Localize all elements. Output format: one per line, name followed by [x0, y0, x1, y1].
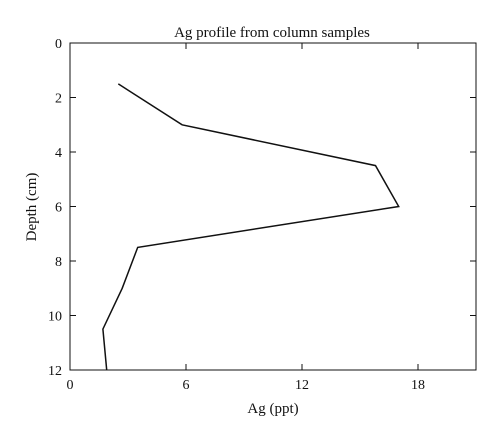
x-tick-label: 18 [411, 378, 425, 393]
x-axis: 0 6 12 18 [67, 43, 425, 393]
y-tick-label: 6 [55, 201, 62, 216]
x-axis-label: Ag (ppt) [247, 401, 298, 417]
x-tick-label: 12 [295, 378, 309, 393]
chart-title: Ag profile from column samples [174, 25, 370, 41]
y-tick-label: 2 [55, 92, 62, 107]
y-tick-label: 4 [55, 146, 62, 161]
x-tick-label: 0 [67, 378, 74, 393]
x-tick-label: 6 [183, 378, 190, 393]
y-tick-label: 12 [48, 364, 62, 379]
y-axis: 0 2 4 6 8 10 12 [48, 37, 476, 379]
y-axis-label: Depth (cm) [24, 173, 40, 242]
y-tick-label: 8 [55, 255, 62, 270]
series-layer [102, 83, 400, 371]
y-tick-label: 10 [48, 310, 62, 325]
y-tick-label: 0 [55, 37, 62, 52]
series-line [102, 83, 400, 371]
